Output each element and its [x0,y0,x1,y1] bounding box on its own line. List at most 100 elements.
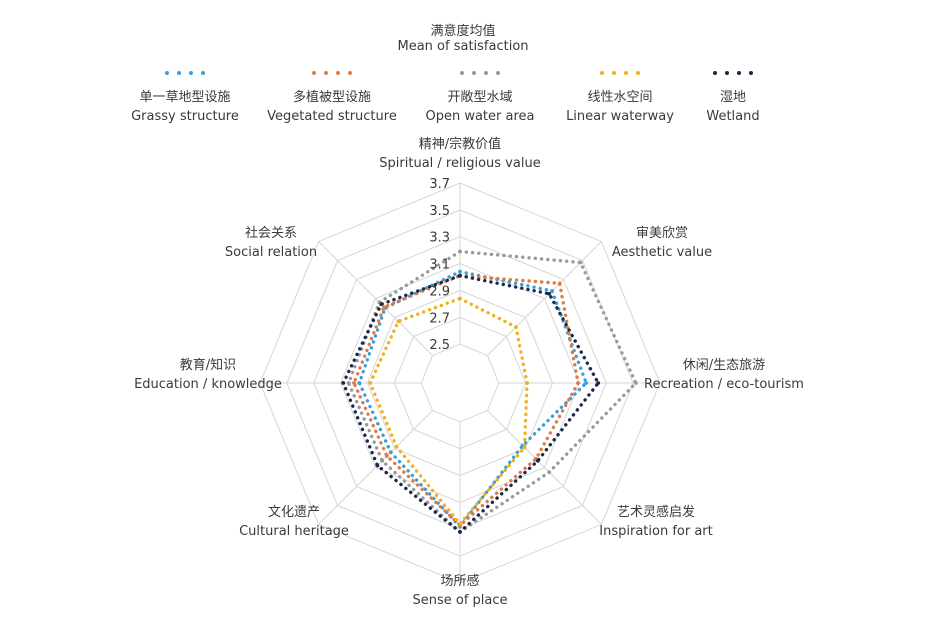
legend-dot [713,71,717,75]
data-point [525,381,529,385]
data-point [584,381,589,385]
data-point [596,381,601,385]
grid-spoke [487,410,602,525]
data-point [458,522,462,526]
data-point [380,458,385,463]
grid-spoke [487,241,602,356]
chart-title-en: Mean of satisfaction [397,39,529,54]
radial-tick-labels: 2.5 2.7 2.9 3.1 3.3 3.5 3.7 [429,177,450,353]
legend-item-wetland: 湿地 Wetland [648,68,818,126]
data-point [368,381,373,385]
legend-marker [312,71,352,75]
axis-label-inspiration: 艺术灵感启发 Inspiration for art [599,505,713,539]
series-line [352,273,580,528]
tick-label: 3.1 [429,258,450,273]
data-point [379,302,384,307]
legend-label-zh: 线性水空间 [587,90,653,105]
legend-dot [348,71,352,75]
axis-label-recreation: 休闲/生态旅游 Recreation / eco-tourism [644,358,804,392]
legend-dot [484,71,488,75]
data-point [633,381,638,385]
series-line [346,249,638,535]
grid-spoke [318,241,433,356]
data-point [352,381,356,385]
series-line [368,296,529,527]
legend-label-zh: 多植被型设施 [292,90,371,105]
data-point [388,450,393,455]
data-point [341,381,346,385]
legend-label-en: Vegetated structure [267,109,397,124]
tick-label: 3.5 [429,204,450,219]
legend-dot [189,71,193,75]
data-point [547,291,552,296]
data-point [458,296,462,301]
data-point [346,381,351,385]
legend-item-grassy: 单一草地型设施 Grassy structure [100,68,270,126]
legend-dot [600,71,604,75]
data-point [547,470,552,475]
legend-label-en: Open water area [425,109,535,124]
legend-dot [612,71,616,75]
radar-series [341,249,638,535]
series-linear-waterway [368,296,529,527]
tick-label: 3.7 [429,177,450,192]
data-point [458,269,462,274]
legend-dot [624,71,628,75]
legend-label-zh: 单一草地型设施 [139,90,231,105]
data-point [357,381,362,385]
legend-item-linear-waterway: 线性水空间 Linear waterway [535,68,705,126]
series-wetland [341,273,601,535]
data-point [396,319,401,324]
grid-spoke [318,410,433,525]
legend-dot [737,71,741,75]
legend-dot [472,71,476,75]
data-point [514,325,518,329]
tick-label: 2.5 [429,338,450,353]
legend-dot [177,71,181,75]
legend-label-en: Grassy structure [131,109,239,124]
data-point [458,249,462,254]
legend-label-zh: 湿地 [719,90,746,105]
data-point [458,530,462,534]
data-point [394,444,399,449]
data-point [522,445,527,450]
legend-dot [749,71,753,75]
legend-dot [725,71,729,75]
legend-label-zh: 开敞型水域 [447,90,513,105]
legend-marker [713,71,753,75]
data-point [458,273,462,278]
data-point [382,305,386,309]
chart-title-zh: 满意度均值 [430,24,496,39]
data-point [550,289,554,293]
legend-item-vegetated: 多植被型设施 Vegetated structure [247,68,417,126]
legend-label-en: Linear waterway [566,109,674,124]
legend-marker [600,71,640,75]
data-point [385,454,389,458]
series-grassy-structure [357,269,589,530]
legend-marker [165,71,205,75]
legend-dot [496,71,500,75]
grid-ring [420,343,500,423]
legend-dot [165,71,169,75]
tick-label: 3.3 [429,231,450,246]
axis-label-cultural-heritage: 文化遗产 Cultural heritage [239,505,349,539]
axis-label-aesthetic: 审美欣赏 Aesthetic value [611,226,713,260]
axis-label-spiritual: 精神/宗教价值 Spiritual / religious value [379,137,541,171]
tick-label: 2.9 [429,284,450,299]
axis-label-sense-of-place: 场所感 Sense of place [412,574,508,608]
legend-marker [460,71,500,75]
legend-dot [312,71,316,75]
legend-dot [201,71,205,75]
legend-dot [324,71,328,75]
legend-item-open-water: 开敞型水域 Open water area [395,68,565,126]
data-point [535,458,540,463]
legend-dot [460,71,464,75]
axis-label-social-relation: 社会关系 Social relation [224,226,318,260]
data-point [576,381,580,385]
data-point [557,281,562,286]
axis-label-education: 教育/知识 Education / knowledge [134,358,282,392]
legend-dot [636,71,640,75]
legend-dot [336,71,340,75]
tick-label: 2.7 [429,311,450,326]
